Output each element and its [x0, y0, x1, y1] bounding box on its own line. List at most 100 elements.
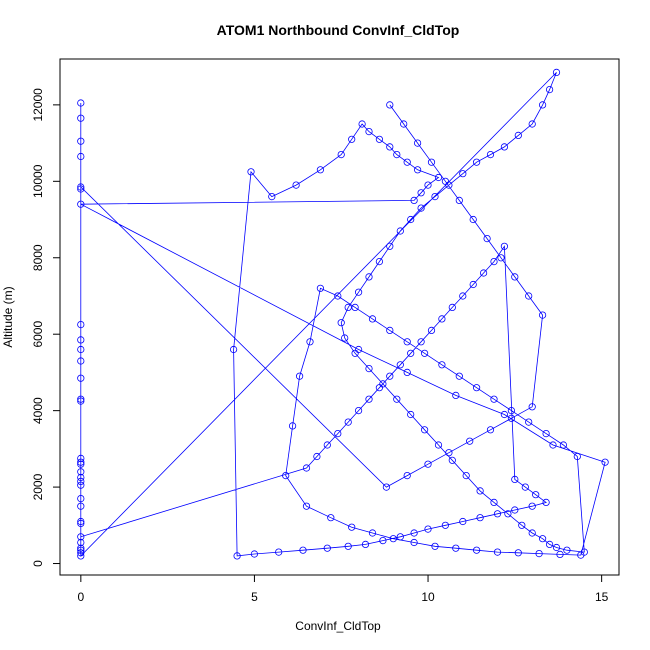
data-point — [545, 540, 554, 549]
data-point — [389, 535, 397, 543]
data-point — [448, 303, 456, 311]
data-point — [77, 544, 85, 552]
data-point — [292, 181, 300, 189]
data-point — [396, 533, 404, 541]
data-point — [434, 441, 443, 449]
data-point — [358, 120, 366, 128]
data-point — [500, 410, 508, 419]
x-axis: 0 5 10 15 — [77, 574, 609, 604]
data-point — [410, 196, 418, 204]
data-point — [472, 546, 481, 554]
data-point — [413, 139, 422, 147]
data-point — [472, 158, 481, 166]
data-point — [77, 477, 85, 485]
data-point — [282, 471, 290, 480]
data-point — [386, 143, 394, 151]
data-point — [77, 185, 85, 193]
data-point — [459, 517, 467, 526]
data-point — [327, 514, 335, 522]
data-point — [302, 502, 311, 510]
data-point — [77, 517, 85, 526]
data-point — [365, 364, 373, 373]
y-axis-label: Altitude (m) — [1, 286, 15, 347]
data-point — [476, 487, 484, 495]
data-point — [351, 303, 359, 311]
data-point — [365, 273, 373, 281]
data-point — [403, 158, 411, 166]
data-point — [77, 320, 85, 329]
y-tick-label: 10000 — [31, 164, 45, 198]
data-point — [337, 319, 345, 327]
data-point — [521, 483, 529, 491]
data-point — [403, 338, 411, 346]
data-point — [233, 552, 241, 560]
data-point — [441, 177, 449, 185]
data-point — [535, 549, 543, 558]
y-tick-label: 6000 — [31, 321, 45, 348]
data-point — [459, 292, 467, 300]
data-point — [361, 540, 370, 549]
data-point — [552, 68, 561, 77]
data-point — [441, 521, 449, 529]
data-point — [601, 458, 609, 466]
data-point — [344, 303, 352, 311]
data-point — [323, 544, 331, 552]
data-point — [493, 510, 502, 518]
data-point — [77, 546, 85, 554]
data-point — [413, 166, 422, 174]
x-tick-label: 15 — [595, 590, 609, 604]
data-point — [538, 311, 547, 319]
data-point — [486, 426, 495, 434]
data-point — [375, 135, 383, 143]
data-point — [386, 242, 394, 250]
data-point — [77, 357, 85, 365]
data-point — [504, 510, 512, 518]
data-point — [500, 242, 508, 250]
data-point — [577, 551, 585, 559]
data-point — [466, 437, 474, 445]
data-point — [77, 99, 85, 107]
data-point — [525, 292, 533, 300]
data-point — [299, 546, 307, 554]
data-point — [459, 170, 467, 178]
data-point — [77, 519, 85, 528]
data-point — [469, 215, 477, 224]
y-tick-label: 12000 — [31, 88, 45, 122]
data-point — [77, 374, 85, 382]
data-point — [410, 529, 418, 537]
data-point — [431, 193, 439, 201]
x-tick-label: 5 — [251, 590, 258, 604]
data-point — [334, 429, 342, 438]
data-point — [511, 475, 519, 483]
data-point — [476, 514, 484, 522]
data-point — [417, 189, 425, 197]
data-point — [507, 406, 515, 415]
data-point — [77, 183, 85, 191]
data-point — [341, 334, 349, 342]
data-point — [542, 429, 550, 438]
data-point — [386, 372, 394, 380]
data-point — [518, 521, 526, 529]
data-point — [424, 460, 432, 468]
data-point — [77, 502, 85, 510]
x-tick-label: 10 — [421, 590, 435, 604]
data-point — [528, 403, 536, 411]
data-point — [514, 549, 522, 557]
data-point — [77, 137, 85, 145]
data-point — [344, 418, 352, 426]
data-point — [538, 101, 547, 109]
data-point — [396, 227, 404, 235]
data-point — [323, 441, 331, 449]
data-point — [77, 538, 85, 547]
data-point — [306, 338, 314, 346]
data-point — [445, 449, 453, 457]
x-tick-label: 0 — [77, 590, 84, 604]
data-point — [77, 552, 85, 560]
data-point — [334, 292, 342, 300]
series-line — [80, 72, 606, 557]
data-point — [365, 395, 373, 403]
data-point — [528, 120, 536, 128]
data-point — [500, 143, 508, 151]
data-point — [403, 471, 411, 480]
data-point — [420, 349, 429, 357]
